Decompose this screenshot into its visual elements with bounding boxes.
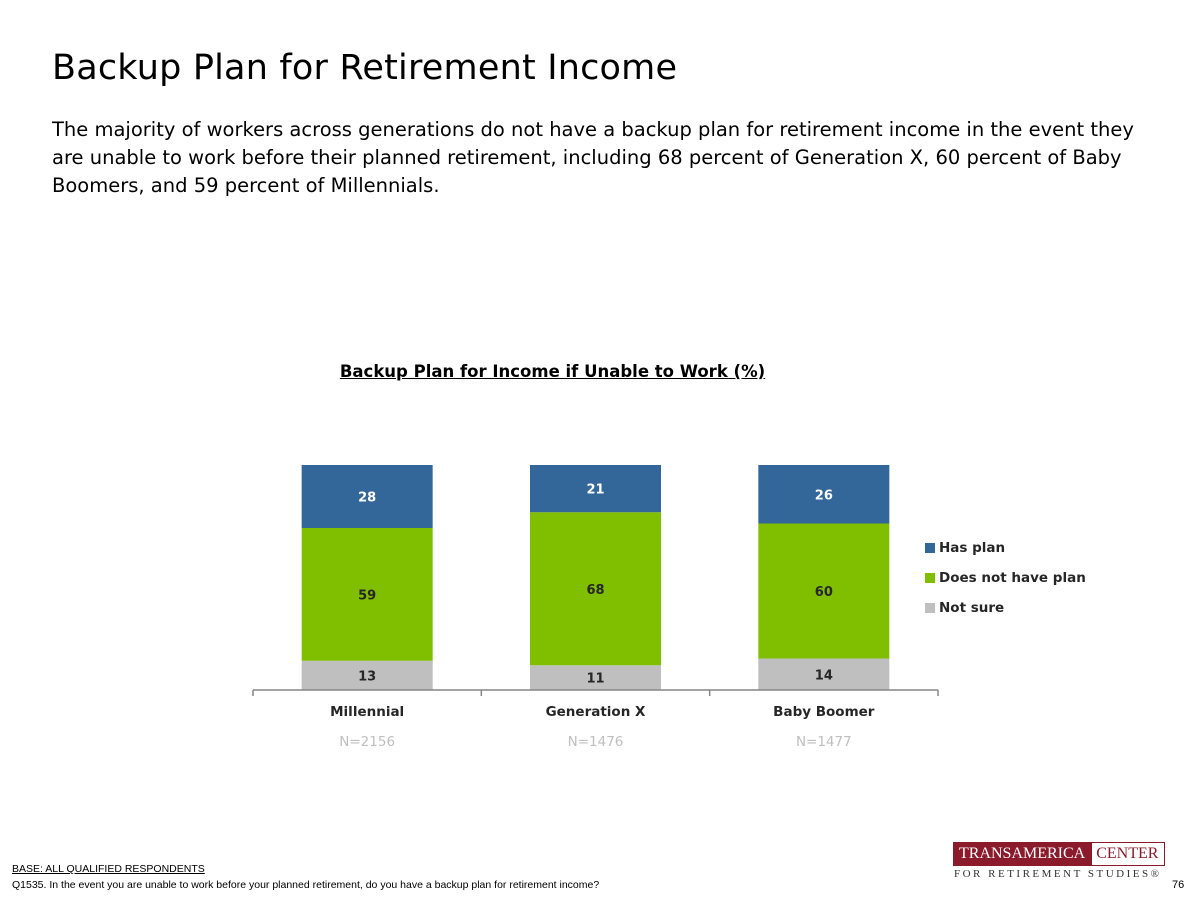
data-label-generation-x-has-plan: 21 <box>586 483 604 498</box>
legend-item-does-not-have-plan: Does not have plan <box>925 563 1086 593</box>
logo-bottom-text: FOR RETIREMENT STUDIES® <box>954 868 1162 880</box>
data-label-generation-x-does-not-have-plan: 68 <box>586 583 604 598</box>
legend-label-has-plan: Has plan <box>939 540 1006 556</box>
question-footnote: Q1535. In the event you are unable to wo… <box>12 879 600 891</box>
page-number: 76 <box>1172 879 1185 891</box>
bar-millennial-not-sure <box>301 660 433 690</box>
data-label-baby-boomer-has-plan: 26 <box>815 488 833 503</box>
sample-size-generation-x: N=1476 <box>568 734 624 750</box>
bar-generation-x-does-not-have-plan <box>530 512 661 666</box>
legend-swatch-does-not-have-plan <box>925 573 935 583</box>
bar-generation-x-has-plan <box>530 465 661 513</box>
data-label-millennial-does-not-have-plan: 59 <box>358 588 376 603</box>
bar-generation-x-not-sure <box>530 665 661 690</box>
data-label-baby-boomer-not-sure: 14 <box>815 668 833 683</box>
bar-millennial-does-not-have-plan <box>301 528 433 661</box>
data-label-generation-x-not-sure: 11 <box>586 672 604 687</box>
logo-left-text: TRANSAMERICA <box>953 842 1092 866</box>
legend-swatch-not-sure <box>925 603 935 613</box>
transamerica-logo: TRANSAMERICA CENTER FOR RETIREMENT STUDI… <box>953 842 1165 880</box>
page-subtitle: The majority of workers across generatio… <box>52 118 1134 197</box>
legend-label-not-sure: Not sure <box>939 600 1005 616</box>
category-label-baby-boomer: Baby Boomer <box>773 704 875 720</box>
chart-legend: Has plan Does not have plan Not sure <box>925 533 1086 623</box>
logo-right-text: CENTER <box>1091 842 1165 866</box>
page-title: Backup Plan for Retirement Income <box>52 48 678 88</box>
bar-millennial-has-plan <box>301 465 433 528</box>
data-label-baby-boomer-does-not-have-plan: 60 <box>815 585 833 600</box>
bar-baby-boomer-not-sure <box>758 658 890 690</box>
legend-item-not-sure: Not sure <box>925 593 1086 623</box>
legend-swatch-has-plan <box>925 543 935 553</box>
data-label-millennial-not-sure: 13 <box>358 669 376 684</box>
chart-title: Backup Plan for Income if Unable to Work… <box>339 362 766 381</box>
sample-size-millennial: N=2156 <box>339 734 395 750</box>
legend-label-does-not-have-plan: Does not have plan <box>939 570 1086 586</box>
data-label-millennial-has-plan: 28 <box>358 491 376 506</box>
bar-baby-boomer-does-not-have-plan <box>758 523 890 659</box>
legend-item-has-plan: Has plan <box>925 533 1086 563</box>
bar-baby-boomer-has-plan <box>758 465 890 524</box>
category-label-generation-x: Generation X <box>546 704 646 720</box>
category-label-millennial: Millennial <box>330 704 404 720</box>
sample-size-baby-boomer: N=1477 <box>796 734 852 750</box>
base-label: BASE: ALL QUALIFIED RESPONDENTS <box>12 863 205 875</box>
